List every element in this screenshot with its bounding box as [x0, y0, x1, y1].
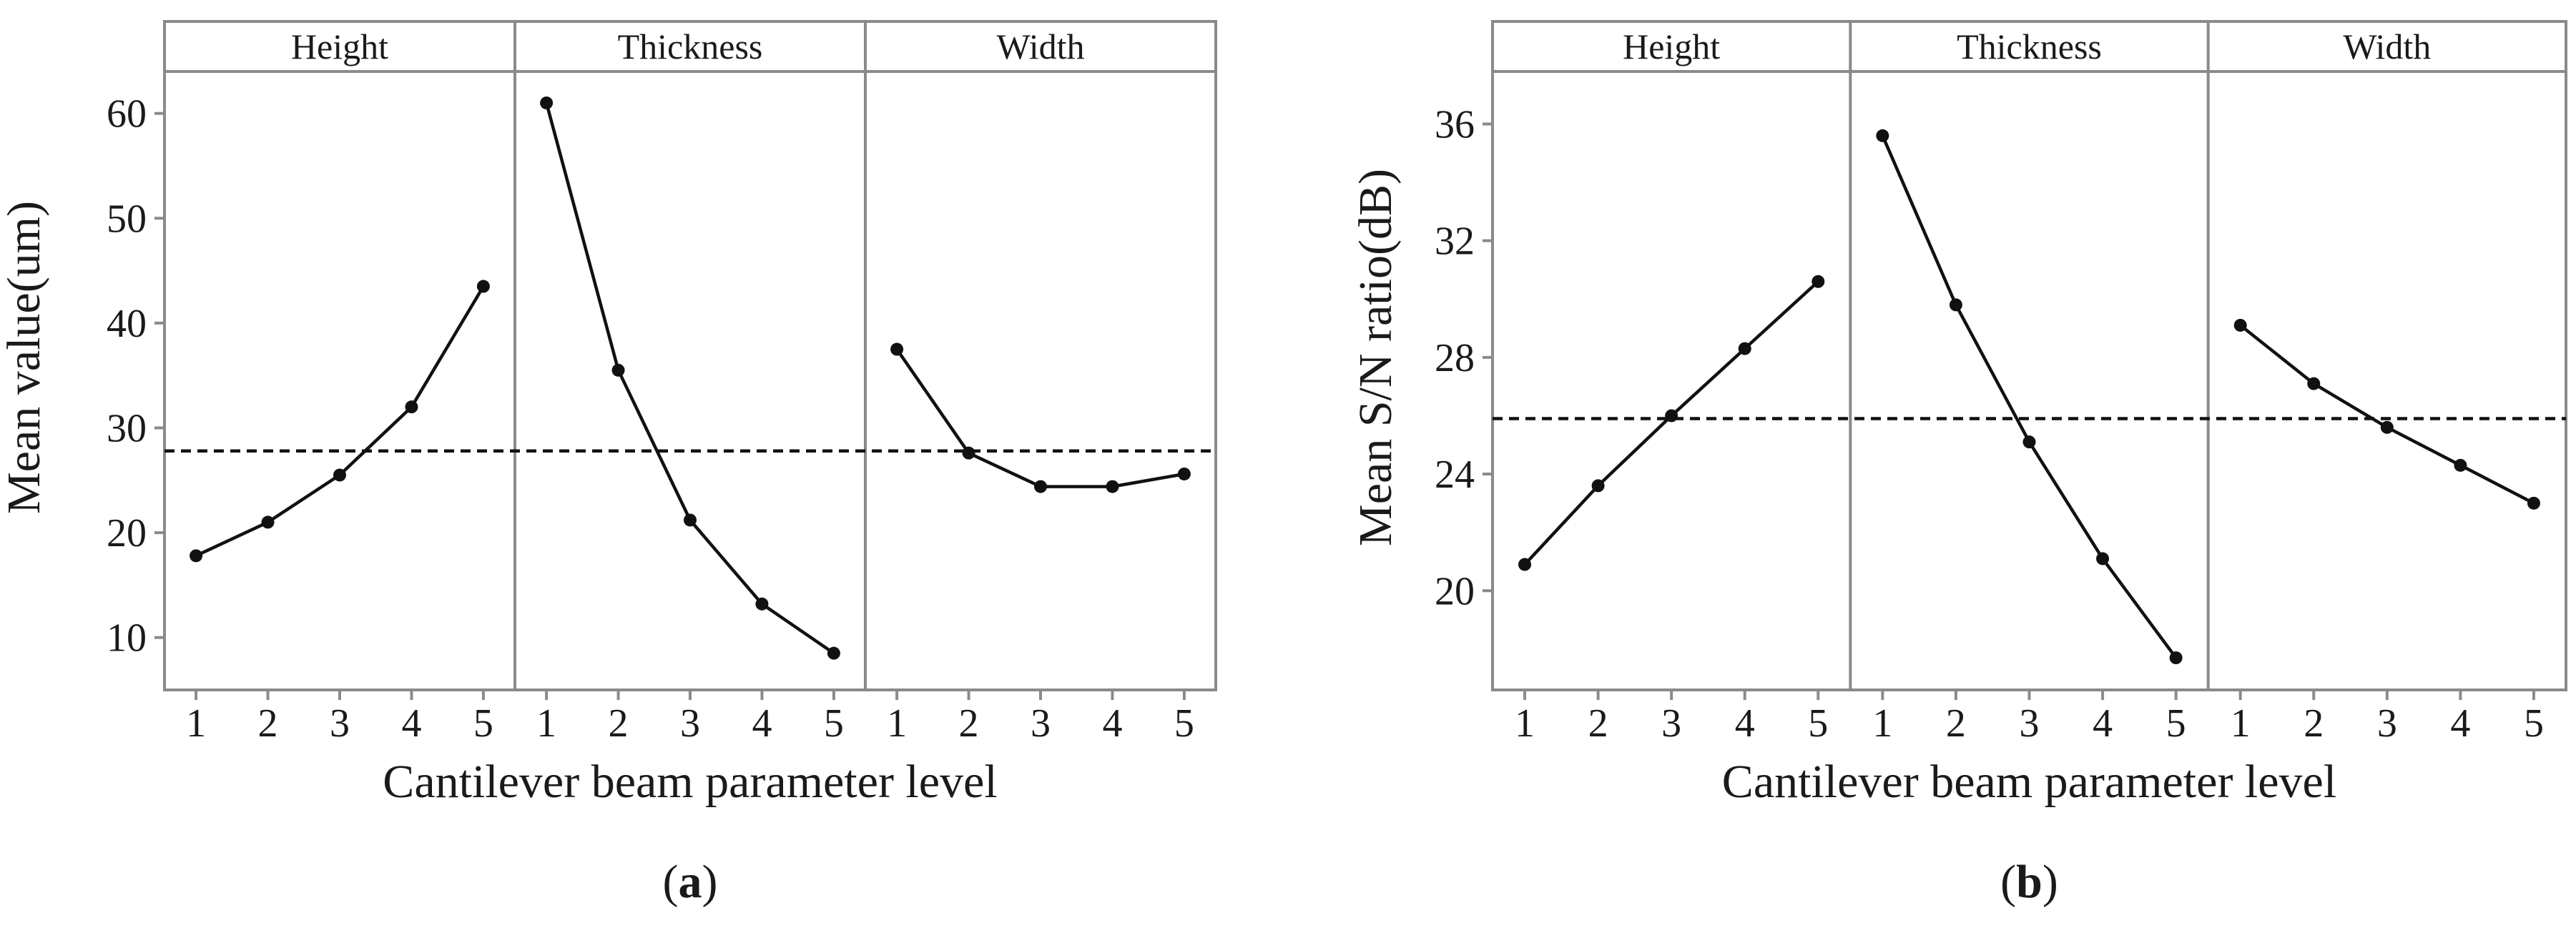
y-tick-label-b-20: 20	[1435, 569, 1475, 613]
data-point-b-width-3	[2380, 420, 2394, 434]
data-point-b-height-1	[1518, 558, 1532, 571]
y-tick-label-b-24: 24	[1435, 453, 1475, 497]
x-tick-label-a-height-4: 4	[401, 701, 421, 746]
panel-title-b-thickness: Thickness	[1957, 26, 2102, 66]
x-tick-label-b-thickness-4: 4	[2093, 701, 2113, 746]
series-line-b-thickness	[1881, 134, 2178, 659]
x-tick-label-a-height-1: 1	[186, 701, 206, 746]
data-point-b-thickness-3	[2022, 435, 2036, 449]
x-tick-label-b-height-2: 2	[1588, 701, 1608, 746]
plot-frame-b	[1491, 20, 2567, 691]
x-tick-label-a-thickness-3: 3	[680, 701, 700, 746]
x-tick-label-a-thickness-4: 4	[752, 701, 772, 746]
x-tick-label-b-thickness-5: 5	[2166, 701, 2186, 746]
x-tick-label-b-width-1: 1	[2231, 701, 2251, 746]
subfigure-label-a: (a)	[663, 856, 718, 908]
data-point-b-height-3	[1665, 409, 1678, 423]
y-tick-label-a-20: 20	[107, 511, 147, 556]
y-tick-label-a-50: 50	[107, 197, 147, 241]
data-point-b-width-2	[2307, 377, 2321, 390]
data-point-a-thickness-4	[755, 597, 769, 611]
panel-title-a-width: Width	[997, 26, 1085, 66]
data-point-a-height-3	[333, 468, 346, 482]
y-tick-label-b-32: 32	[1435, 219, 1475, 264]
data-point-a-thickness-2	[611, 363, 625, 377]
x-tick-label-b-width-5: 5	[2524, 701, 2544, 746]
plot-frame-a	[163, 20, 1217, 691]
y-tick-label-a-40: 40	[107, 302, 147, 346]
x-tick-label-b-thickness-2: 2	[1946, 701, 1966, 746]
data-point-a-thickness-1	[540, 96, 554, 109]
series-line-a-height	[195, 285, 485, 558]
panel-title-b-height: Height	[1623, 26, 1720, 66]
x-tick-label-a-thickness-1: 1	[536, 701, 556, 746]
series-line-b-width	[2239, 324, 2535, 505]
data-point-a-width-1	[890, 342, 904, 356]
y-tick-label-b-28: 28	[1435, 336, 1475, 380]
data-point-b-width-4	[2454, 458, 2467, 472]
x-tick-label-b-thickness-3: 3	[2020, 701, 2040, 746]
panel-title-a-height: Height	[291, 26, 388, 66]
x-tick-label-b-height-5: 5	[1808, 701, 1828, 746]
data-point-a-thickness-5	[827, 646, 840, 660]
x-tick-label-b-height-1: 1	[1515, 701, 1535, 746]
data-point-b-thickness-2	[1949, 298, 1962, 312]
x-tick-label-a-width-4: 4	[1102, 701, 1122, 746]
y-tick-label-a-30: 30	[107, 406, 147, 450]
data-point-b-height-5	[1811, 275, 1825, 288]
x-tick-label-b-width-2: 2	[2304, 701, 2324, 746]
x-tick-label-a-width-3: 3	[1031, 701, 1051, 746]
x-tick-label-a-width-1: 1	[887, 701, 907, 746]
data-point-a-height-1	[190, 549, 203, 563]
panel-title-b-width: Width	[2343, 26, 2431, 66]
series-line-a-width	[895, 348, 1185, 488]
data-point-a-height-4	[405, 400, 418, 414]
series-line-a-thickness	[544, 102, 835, 655]
data-point-b-thickness-4	[2096, 552, 2110, 566]
x-tick-label-b-width-3: 3	[2377, 701, 2397, 746]
x-tick-label-a-height-2: 2	[258, 701, 278, 746]
y-tick-label-b-36: 36	[1435, 102, 1475, 147]
data-point-b-thickness-1	[1876, 129, 1889, 142]
series-line-b-height	[1523, 280, 1819, 566]
x-axis-title-b: Cantilever beam parameter level	[1722, 756, 2336, 808]
data-point-b-thickness-5	[2169, 651, 2183, 665]
data-point-a-width-2	[962, 446, 975, 460]
data-point-b-height-2	[1591, 479, 1605, 493]
panel-title-a-thickness: Thickness	[618, 26, 763, 66]
x-tick-label-a-width-2: 2	[959, 701, 979, 746]
subfigure-label-b: (b)	[2000, 856, 2058, 908]
x-tick-label-a-width-5: 5	[1174, 701, 1194, 746]
y-tick-label-a-10: 10	[107, 616, 147, 661]
y-axis-title-b: Mean S/N ratio(dB)	[1350, 169, 1402, 546]
x-tick-label-a-height-3: 3	[330, 701, 350, 746]
x-tick-label-a-height-5: 5	[473, 701, 493, 746]
x-tick-label-a-thickness-2: 2	[609, 701, 629, 746]
y-tick-label-a-60: 60	[107, 92, 147, 137]
data-point-a-width-4	[1106, 480, 1119, 493]
data-point-a-thickness-3	[684, 513, 697, 527]
x-tick-label-b-thickness-1: 1	[1872, 701, 1892, 746]
data-point-a-height-5	[476, 280, 490, 293]
x-tick-label-a-thickness-5: 5	[824, 701, 844, 746]
data-point-a-width-5	[1177, 467, 1191, 480]
x-tick-label-b-height-3: 3	[1661, 701, 1681, 746]
data-point-b-width-1	[2233, 318, 2247, 332]
data-point-b-height-4	[1738, 342, 1751, 355]
data-point-b-width-5	[2527, 496, 2540, 510]
x-tick-label-b-width-4: 4	[2450, 701, 2470, 746]
y-axis-title-a: Mean value(um)	[0, 201, 50, 514]
x-axis-title-a: Cantilever beam parameter level	[383, 756, 997, 808]
data-point-a-height-2	[261, 515, 275, 529]
x-tick-label-b-height-4: 4	[1735, 701, 1755, 746]
data-point-a-width-3	[1034, 480, 1047, 493]
